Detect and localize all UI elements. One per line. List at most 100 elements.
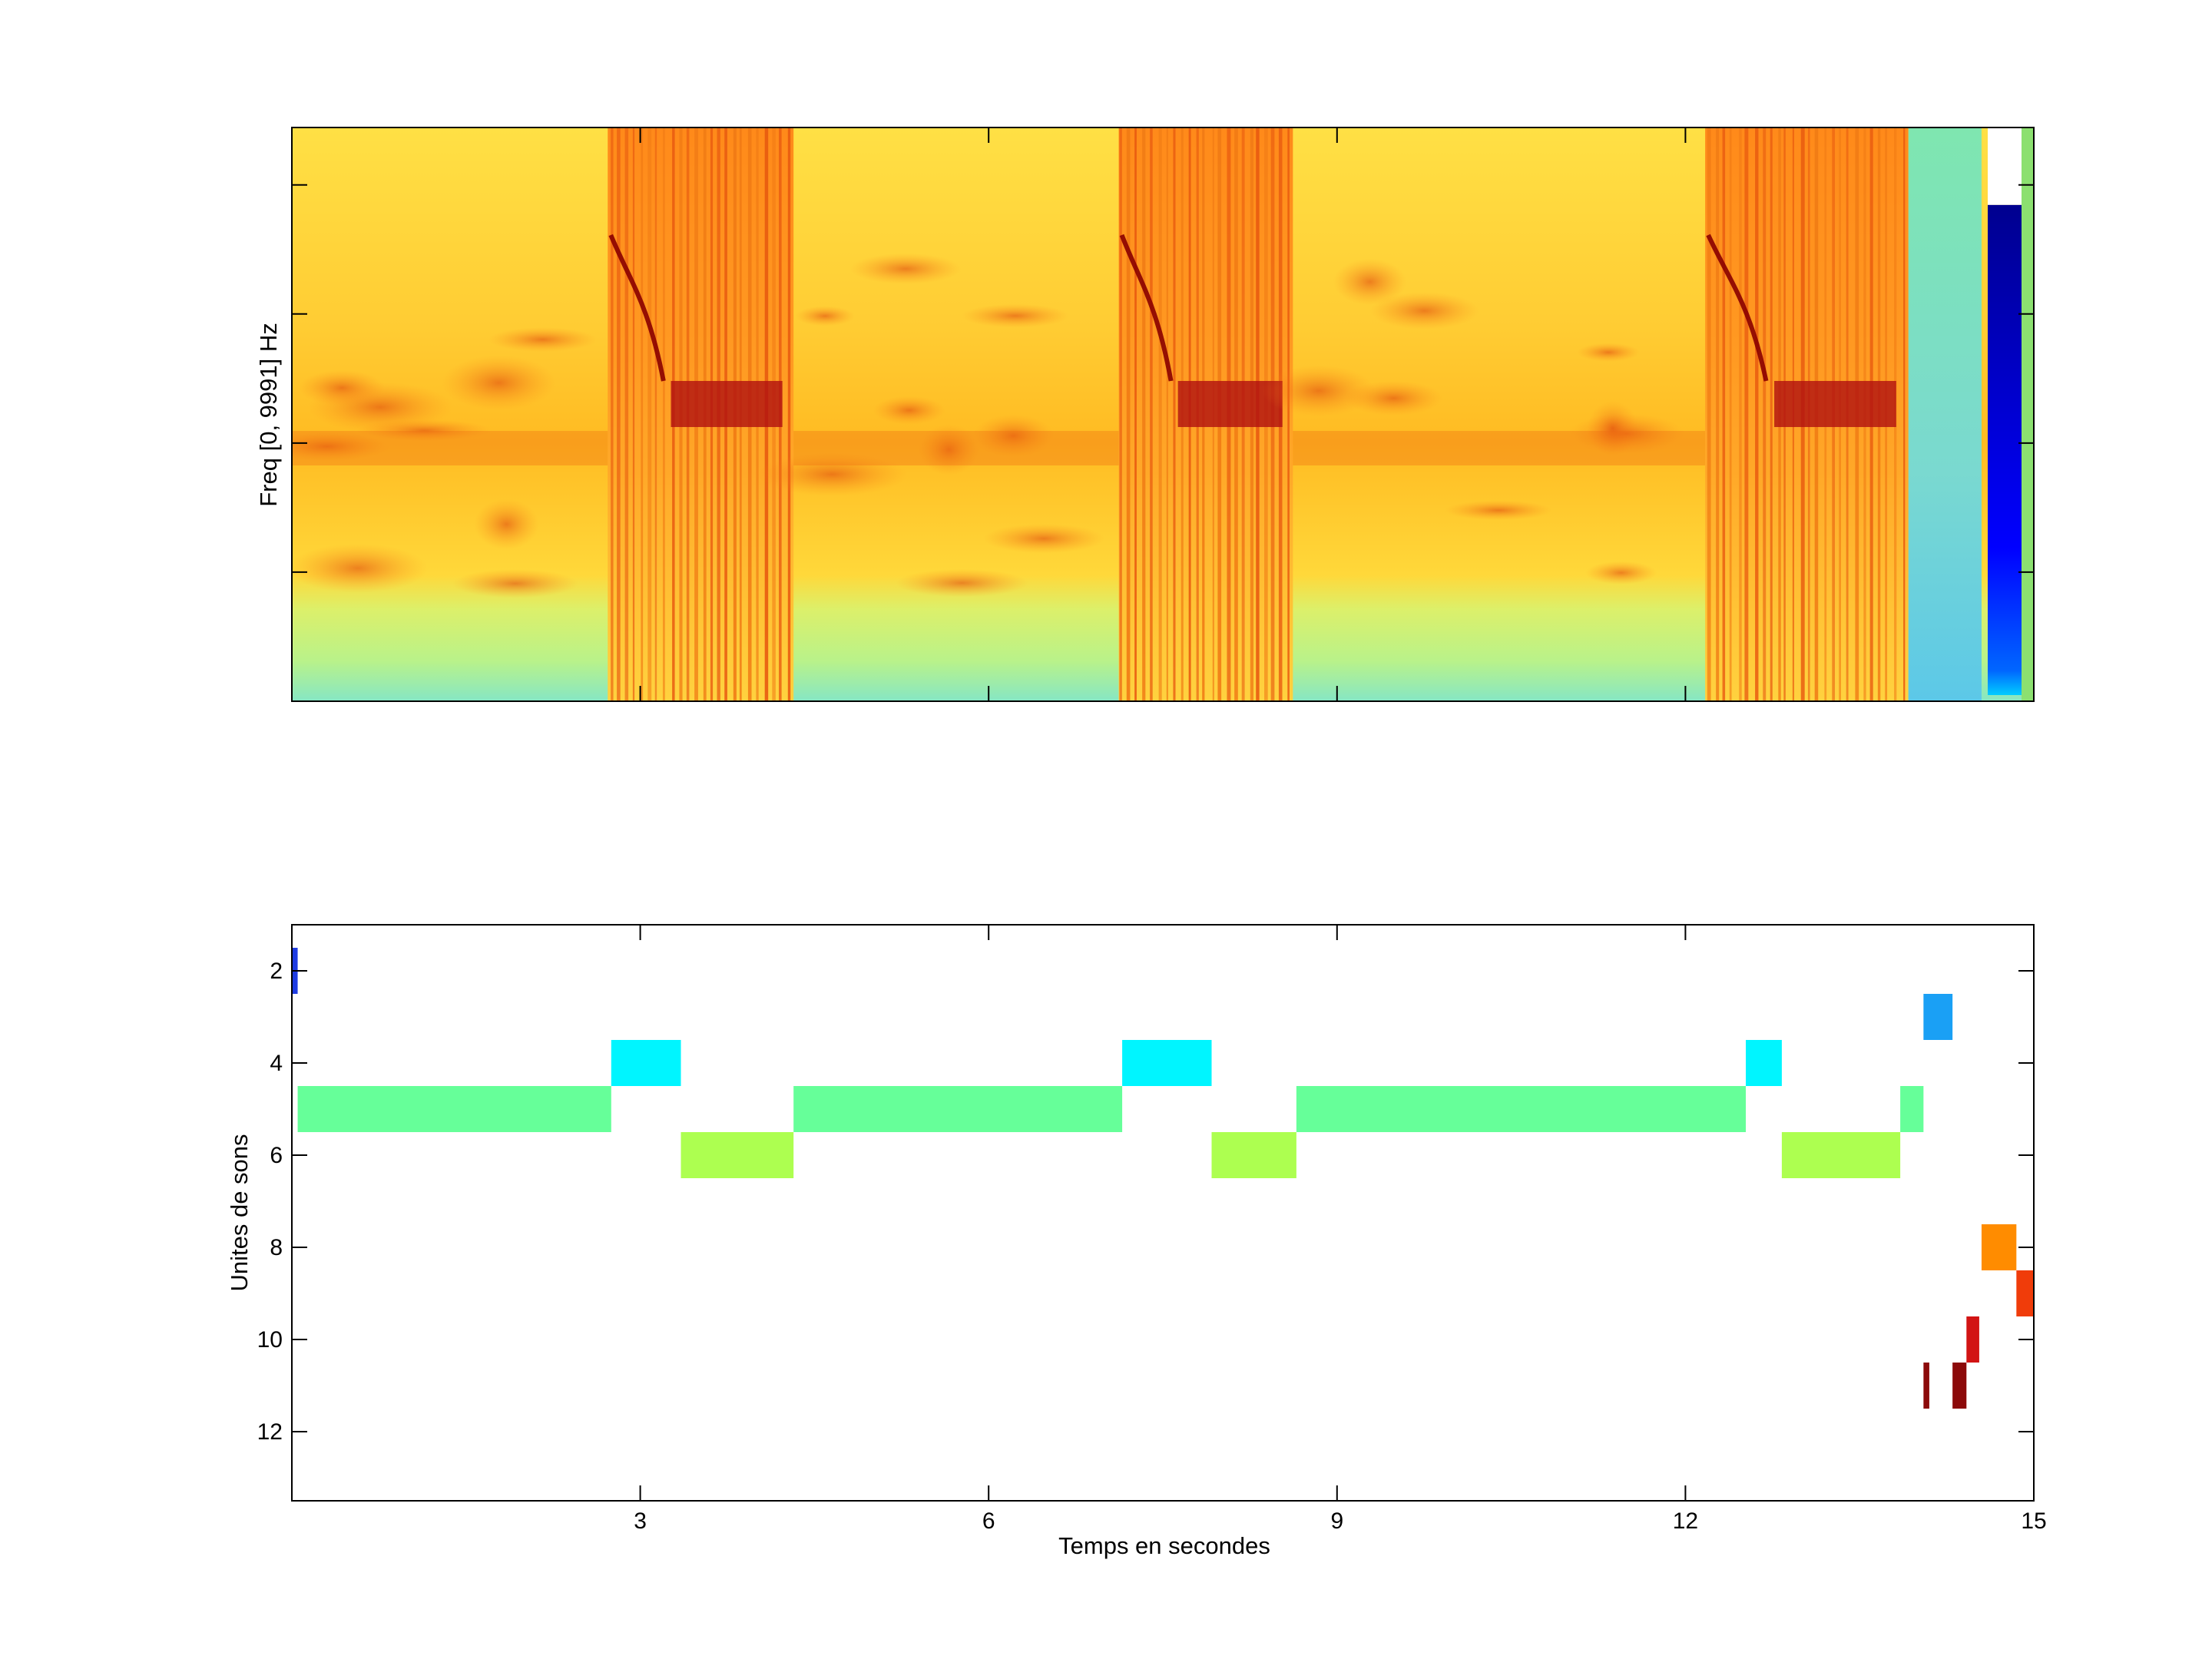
noise-blob bbox=[962, 303, 1069, 328]
noise-blob bbox=[452, 568, 578, 598]
spectrogram-panel: Freq [0, 9991] Hz bbox=[255, 127, 2035, 702]
frequency-sweep bbox=[1119, 233, 1174, 382]
noise-blob bbox=[1445, 500, 1552, 521]
noise-blob bbox=[442, 355, 556, 411]
low-band bbox=[793, 431, 1119, 465]
unit-segment-10 bbox=[1966, 1316, 1979, 1363]
click-stripe bbox=[662, 127, 665, 701]
unit-segment-9 bbox=[2016, 1270, 2034, 1316]
noise-blob bbox=[1369, 292, 1479, 330]
units-ylabel: Unites de sons bbox=[226, 1134, 253, 1291]
spectrogram-image bbox=[292, 127, 2034, 701]
click-stripe bbox=[1126, 127, 1131, 701]
click-stripe bbox=[1744, 127, 1749, 701]
units-ytick-label: 6 bbox=[270, 1143, 283, 1168]
unit-segment-3 bbox=[1923, 994, 1953, 1040]
unit-bars bbox=[292, 948, 2034, 1409]
unit-segment-5 bbox=[793, 1086, 1123, 1132]
click-stripe bbox=[1707, 127, 1711, 701]
units-ytick-label: 4 bbox=[270, 1051, 283, 1076]
noise-blob bbox=[1585, 561, 1657, 584]
click-stripe bbox=[1763, 127, 1767, 701]
click-stripe bbox=[1150, 127, 1153, 701]
unit-segment-4 bbox=[611, 1040, 681, 1086]
click-stripe bbox=[632, 127, 635, 701]
frequency-sweep bbox=[608, 233, 666, 382]
unit-segment-6 bbox=[1781, 1132, 1901, 1178]
noise-blob bbox=[918, 424, 979, 475]
noise-blob bbox=[973, 414, 1054, 458]
unit-segment-6 bbox=[1211, 1132, 1296, 1178]
click-stripe bbox=[1722, 127, 1726, 701]
low-band bbox=[292, 431, 608, 465]
click-stripe bbox=[1119, 127, 1122, 701]
unit-segment-5 bbox=[1900, 1086, 1924, 1132]
units-xtick-label: 3 bbox=[634, 1508, 647, 1534]
units-axes-box bbox=[291, 924, 2035, 1502]
click-stripe bbox=[1739, 127, 1742, 701]
harmonic-band bbox=[1774, 381, 1896, 427]
click-stripe bbox=[1903, 127, 1906, 701]
click-stripe bbox=[1158, 127, 1162, 701]
colorbar-edge bbox=[2022, 127, 2034, 701]
noise-blob bbox=[873, 396, 945, 425]
units-xlabel: Temps en secondes bbox=[1058, 1532, 1270, 1559]
unit-segment-4 bbox=[1122, 1040, 1212, 1086]
units-ytick-label: 8 bbox=[270, 1235, 283, 1260]
noise-blob bbox=[1262, 365, 1376, 417]
click-stripe bbox=[1755, 127, 1759, 701]
noise-blob bbox=[292, 431, 389, 462]
units-xtick-label: 12 bbox=[1673, 1508, 1698, 1534]
noise-blob bbox=[1587, 400, 1638, 456]
spectrogram-ylabel: Freq [0, 9991] Hz bbox=[255, 323, 282, 507]
click-stripe bbox=[624, 127, 629, 701]
noise-blob bbox=[795, 306, 855, 326]
click-stripe bbox=[654, 127, 657, 701]
units-panel: 3 6 9 12 15 2 4 6 8 10 12 Temps en secondes Unites… bbox=[226, 924, 2047, 1559]
click-stripe bbox=[1134, 127, 1137, 701]
unit-segment-8 bbox=[1981, 1224, 2017, 1270]
unit-segment-5 bbox=[1296, 1086, 1747, 1132]
colorbar-empty bbox=[1988, 127, 2022, 205]
spectrogram-axes-box bbox=[291, 127, 2035, 702]
units-xtick-label: 6 bbox=[982, 1508, 995, 1534]
unit-segment-11 bbox=[1923, 1363, 1929, 1409]
fade-section bbox=[1908, 127, 1982, 701]
click-stripe bbox=[1287, 127, 1290, 701]
spectrogram-ticks bbox=[292, 127, 2035, 701]
units-ticks: 3 6 9 12 15 2 4 6 8 10 12 bbox=[257, 925, 2047, 1534]
units-ytick-label: 12 bbox=[257, 1419, 283, 1445]
noise-blob bbox=[982, 523, 1105, 554]
click-stripe bbox=[1173, 127, 1176, 701]
low-band bbox=[1293, 431, 1706, 465]
click-stripe bbox=[1770, 127, 1773, 701]
click-stripe bbox=[1142, 127, 1146, 701]
units-xtick-label: 9 bbox=[1330, 1508, 1343, 1534]
frequency-sweep bbox=[1706, 233, 1769, 382]
click-stripe bbox=[617, 127, 621, 701]
click-stripe bbox=[787, 127, 791, 701]
unit-segment-6 bbox=[680, 1132, 794, 1178]
unit-segment-5 bbox=[297, 1086, 611, 1132]
unit-segment-11 bbox=[1952, 1363, 1967, 1409]
click-stripe bbox=[611, 127, 614, 701]
units-xtick-label: 15 bbox=[2021, 1508, 2046, 1534]
noise-blob bbox=[1333, 258, 1407, 306]
harmonic-band bbox=[671, 381, 783, 427]
click-stripe bbox=[641, 127, 644, 701]
click-stripe bbox=[1729, 127, 1732, 701]
unit-segment-4 bbox=[1746, 1040, 1782, 1086]
noise-blob bbox=[488, 327, 598, 353]
noise-blob bbox=[357, 419, 492, 442]
noise-blob bbox=[474, 498, 539, 550]
noise-blob bbox=[292, 543, 428, 593]
noise-blob bbox=[896, 568, 1028, 598]
noise-blob bbox=[757, 452, 908, 496]
noise-blob bbox=[1577, 343, 1640, 362]
click-stripe bbox=[1166, 127, 1168, 701]
units-ytick-label: 2 bbox=[270, 959, 283, 984]
click-stripe bbox=[647, 127, 652, 701]
click-stripe bbox=[1716, 127, 1720, 701]
colorbar bbox=[1988, 204, 2022, 696]
